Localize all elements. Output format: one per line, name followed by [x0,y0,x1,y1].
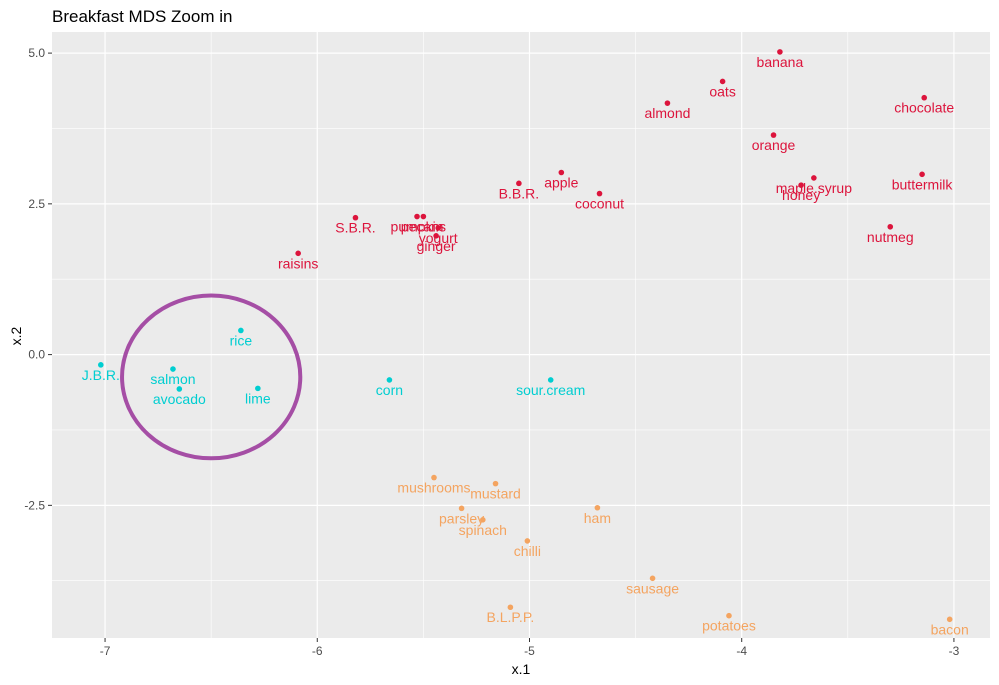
data-label: yogurt [419,230,458,246]
data-point [492,480,499,487]
data-point [594,504,601,511]
data-point [719,78,726,85]
data-label: salmon [150,371,195,387]
data-point [238,327,244,334]
data-point [420,213,427,220]
data-label: chilli [514,543,541,559]
data-point [170,366,176,372]
data-point [921,94,928,101]
data-label: raisins [278,255,318,271]
data-label: oats [709,83,735,99]
data-point [596,190,603,197]
data-point [946,616,953,623]
data-label: parsley [439,510,484,526]
data-point [770,132,777,138]
data-label: almond [644,105,690,121]
x-tick-label: -5 [524,644,535,658]
data-point [431,474,437,481]
data-labels: banana oats almond chocolate orange apple B.B.… [82,54,969,637]
data-label: maple.syrup [776,180,852,196]
annotations [120,293,303,461]
data-label: potatoes [702,618,756,634]
data-point [649,575,656,582]
data-point [507,604,514,611]
data-label: ham [584,510,611,526]
data-label: pecans [401,219,446,235]
data-label: mustard [470,486,521,502]
data-point [798,182,804,188]
data-label: banana [757,54,804,70]
y-tick-label: 0.0 [28,348,45,362]
data-point [176,386,183,392]
x-tick-label: -6 [312,644,323,658]
data-point [919,171,925,178]
data-point [255,385,261,392]
data-point [524,538,531,544]
data-point [433,233,439,239]
data-point [726,612,732,619]
data-point [558,169,565,176]
data-label: B.L.P.P. [487,609,535,625]
data-point [98,362,104,368]
y-axis-title: x.2 [8,326,24,345]
data-point [458,505,465,512]
y-axis-ticks: 5.0 2.5 0.0 -2.5 [24,46,52,512]
data-label: rice [230,332,253,348]
chart-title: Breakfast MDS Zoom in [52,7,232,26]
minor-grid [52,32,990,638]
data-point [887,223,894,230]
data-label: sour.cream [516,382,585,398]
data-label: honey [782,187,820,203]
major-grid [52,32,990,638]
data-point [777,49,783,55]
data-point [516,180,522,187]
x-tick-label: -3 [949,644,960,658]
y-tick-label: -2.5 [24,498,45,512]
data-label: orange [752,137,796,153]
data-points [98,49,953,623]
data-label: buttermilk [892,176,954,192]
x-tick-label: -7 [100,644,111,658]
plot-panel [52,32,990,638]
data-point [295,250,301,257]
data-point [435,225,442,231]
data-label: spinach [459,522,507,538]
data-label: coconut [575,196,624,212]
data-point [547,377,554,383]
data-label: pumpkin [391,219,444,235]
data-label: nutmeg [867,229,914,245]
data-label: avocado [153,391,206,407]
data-point [414,213,420,220]
highlight-ellipse [120,293,303,461]
data-label: B.B.R. [499,185,539,201]
data-label: J.B.R. [82,367,120,383]
y-tick-label: 5.0 [28,46,45,60]
data-point [386,377,393,383]
data-point [480,517,486,523]
data-label: S.B.R. [335,220,375,236]
data-label: apple [544,174,578,190]
data-point [811,175,817,181]
data-point [352,214,359,221]
x-axis-title: x.1 [512,661,531,677]
data-label: lime [245,390,271,406]
data-label: corn [376,382,403,398]
data-label: ginger [417,238,456,254]
data-label: chocolate [894,100,954,116]
data-point [664,100,671,106]
data-label: sausage [626,580,679,596]
x-axis-ticks: -7 -6 -5 -4 -3 [100,638,960,658]
x-tick-label: -4 [736,644,747,658]
data-label: bacon [931,621,969,637]
y-tick-label: 2.5 [28,197,45,211]
data-label: mushrooms [397,480,470,496]
